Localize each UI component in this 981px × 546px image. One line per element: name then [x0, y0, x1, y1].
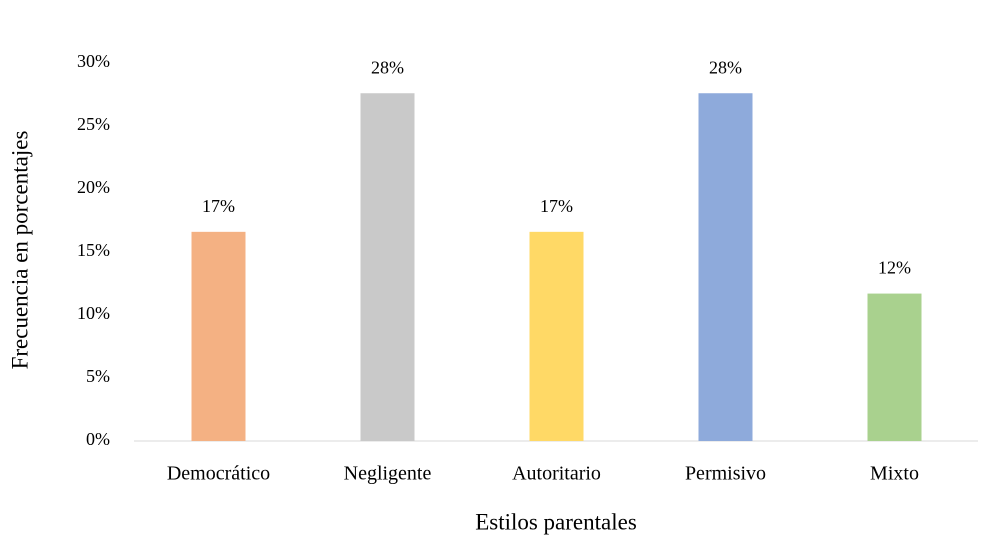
y-axis-label: Frecuencia en porcentajes: [7, 131, 32, 370]
data-label: 17%: [540, 196, 573, 216]
x-tick-label: Autoritario: [512, 463, 601, 485]
data-label: 12%: [878, 258, 911, 278]
bar: [529, 231, 584, 441]
data-label: 17%: [202, 196, 235, 216]
x-axis-label: Estilos parentales: [475, 509, 637, 534]
x-tick-label: Democrático: [167, 463, 270, 485]
data-label: 28%: [709, 57, 742, 77]
y-tick-label: 15%: [77, 240, 110, 260]
bar: [867, 293, 922, 441]
x-tick-label: Permisivo: [685, 463, 766, 485]
x-tick-label: Negligente: [344, 463, 432, 485]
bar: [191, 231, 246, 441]
y-tick-label: 20%: [77, 177, 110, 197]
bar: [698, 93, 753, 442]
x-tick-label: Mixto: [870, 463, 919, 485]
y-tick-label: 10%: [77, 303, 110, 323]
data-label: 28%: [371, 57, 404, 77]
y-tick-label: 5%: [86, 366, 110, 386]
y-tick-label: 25%: [77, 114, 110, 134]
y-tick-label: 0%: [86, 429, 110, 449]
bar: [360, 93, 415, 442]
y-tick-label: 30%: [77, 51, 110, 71]
